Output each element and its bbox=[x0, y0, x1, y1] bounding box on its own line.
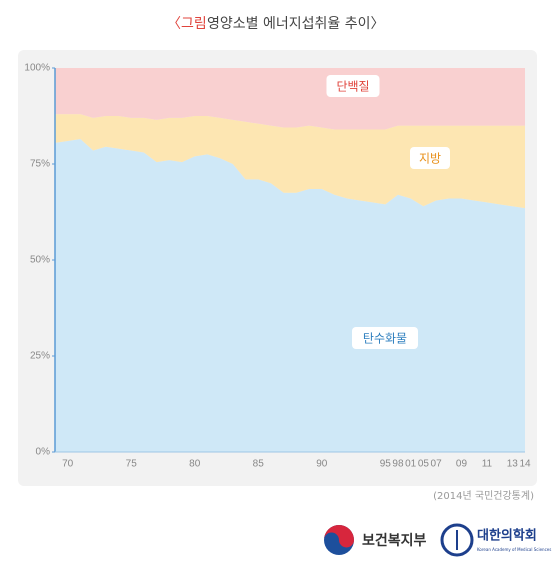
x-tick-label: 75 bbox=[126, 459, 138, 470]
series-label-box bbox=[410, 147, 450, 169]
source: (2014년 국민건강통계) bbox=[433, 490, 534, 502]
area bbox=[55, 139, 525, 453]
series-label-box bbox=[352, 327, 418, 349]
x-tick-label: 14 bbox=[519, 459, 531, 470]
x-tick-label: 09 bbox=[456, 459, 468, 470]
series-label-box bbox=[326, 75, 380, 97]
academy-name-en: Korean Academy of Medical Sciences bbox=[477, 547, 551, 552]
chart-title-tag: 〈그림 bbox=[167, 16, 207, 32]
academy-name: 대한의학회 bbox=[477, 528, 537, 544]
x-tick-label: 80 bbox=[189, 459, 201, 470]
y-tick-label: 50% bbox=[30, 255, 50, 266]
series-label: 탄수화물 bbox=[363, 332, 407, 346]
x-tick-label: 07 bbox=[431, 459, 443, 470]
academy-logo: 대한의학회 Korean Academy of Medical Sciences bbox=[440, 523, 551, 557]
academy-emblem bbox=[440, 523, 474, 557]
x-tick-label: 98 bbox=[392, 459, 404, 470]
ministry-logo: 보건복지부 bbox=[324, 525, 427, 555]
series-label: 지방 bbox=[419, 152, 441, 166]
chart-title: 영양소별 에너지섭취율 추이〉 bbox=[207, 16, 384, 32]
y-tick-label: 25% bbox=[30, 351, 50, 362]
ministry-name: 보건복지부 bbox=[362, 532, 427, 549]
x-tick-label: 95 bbox=[380, 459, 392, 470]
area bbox=[55, 114, 525, 209]
series-label: 단백질 bbox=[336, 80, 369, 94]
x-tick-label: 85 bbox=[253, 459, 265, 470]
x-tick-label: 11 bbox=[482, 459, 493, 470]
ministry-emblem-top bbox=[324, 525, 354, 548]
x-tick-label: 13 bbox=[507, 459, 519, 470]
y-tick-label: 100% bbox=[24, 63, 50, 74]
x-tick-label: 01 bbox=[405, 459, 417, 470]
plot: 0% 25% 50% 75% 100% 70 75 80 85 90 95 98 01 05 07 09 11 1… bbox=[24, 63, 531, 470]
x-tick-label: 90 bbox=[316, 459, 328, 470]
area bbox=[55, 68, 525, 130]
x-tick-label: 05 bbox=[418, 459, 430, 470]
y-tick-label: 0% bbox=[36, 447, 51, 458]
y-tick-label: 75% bbox=[30, 159, 50, 170]
x-tick-label: 70 bbox=[62, 459, 74, 470]
